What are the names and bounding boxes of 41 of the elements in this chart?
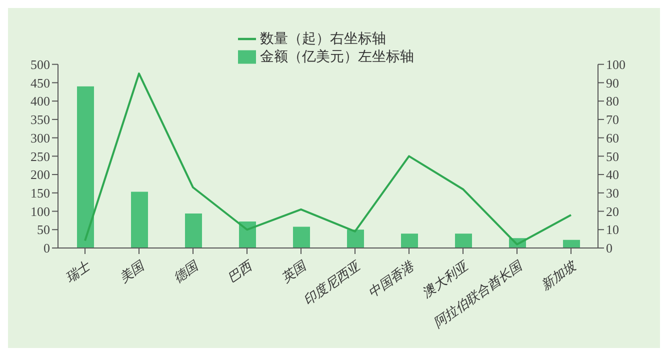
y-tick-label: 500: [30, 56, 50, 72]
y2-tick-label: 90: [606, 75, 619, 90]
bar: [185, 213, 202, 248]
x-tick-label: 新加坡: [538, 258, 581, 294]
y-tick-label: 100: [30, 204, 50, 219]
y2-tick-label: 100: [606, 56, 626, 72]
bar: [131, 192, 148, 248]
y2-tick-label: 40: [606, 167, 619, 182]
y-tick-label: 300: [30, 130, 50, 146]
x-tick-label: 中国香港: [366, 258, 418, 302]
y2-tick-label: 10: [606, 222, 619, 238]
legend-label: 数量（起）右坐标轴: [260, 31, 386, 47]
y-tick-label: 200: [30, 167, 50, 182]
legend-label: 金额（亿美元）左坐标轴: [260, 49, 414, 66]
bar: [293, 226, 310, 248]
bar: [401, 234, 418, 248]
x-tick-label: 美国: [116, 257, 149, 286]
y2-tick-label: 50: [606, 148, 619, 164]
y2-tick-label: 60: [606, 130, 619, 146]
y-tick-label: 400: [30, 94, 50, 109]
y-tick-label: 250: [30, 148, 50, 164]
y2-tick-label: 30: [606, 186, 619, 201]
bar: [347, 230, 364, 248]
y2-tick-label: 20: [606, 204, 619, 219]
y-tick-label: 350: [30, 112, 50, 128]
x-tick-label: 巴西: [225, 258, 257, 286]
y-tick-label: 150: [30, 186, 50, 201]
x-tick-label: 英国: [279, 258, 311, 286]
y2-tick-label: 80: [606, 94, 619, 109]
y-tick-label: 50: [37, 222, 50, 238]
bar: [455, 234, 472, 248]
y-tick-label: 0: [44, 240, 50, 256]
y2-tick-label: 70: [606, 112, 619, 128]
line-series: [84, 72, 572, 246]
bar: [563, 240, 580, 248]
bar: [77, 86, 94, 248]
x-tick-label: 德国: [171, 258, 203, 286]
bar: [239, 222, 256, 248]
x-tick-label: 瑞士: [63, 258, 95, 286]
y-tick-label: 450: [30, 75, 50, 90]
y2-tick-label: 0: [606, 240, 612, 256]
